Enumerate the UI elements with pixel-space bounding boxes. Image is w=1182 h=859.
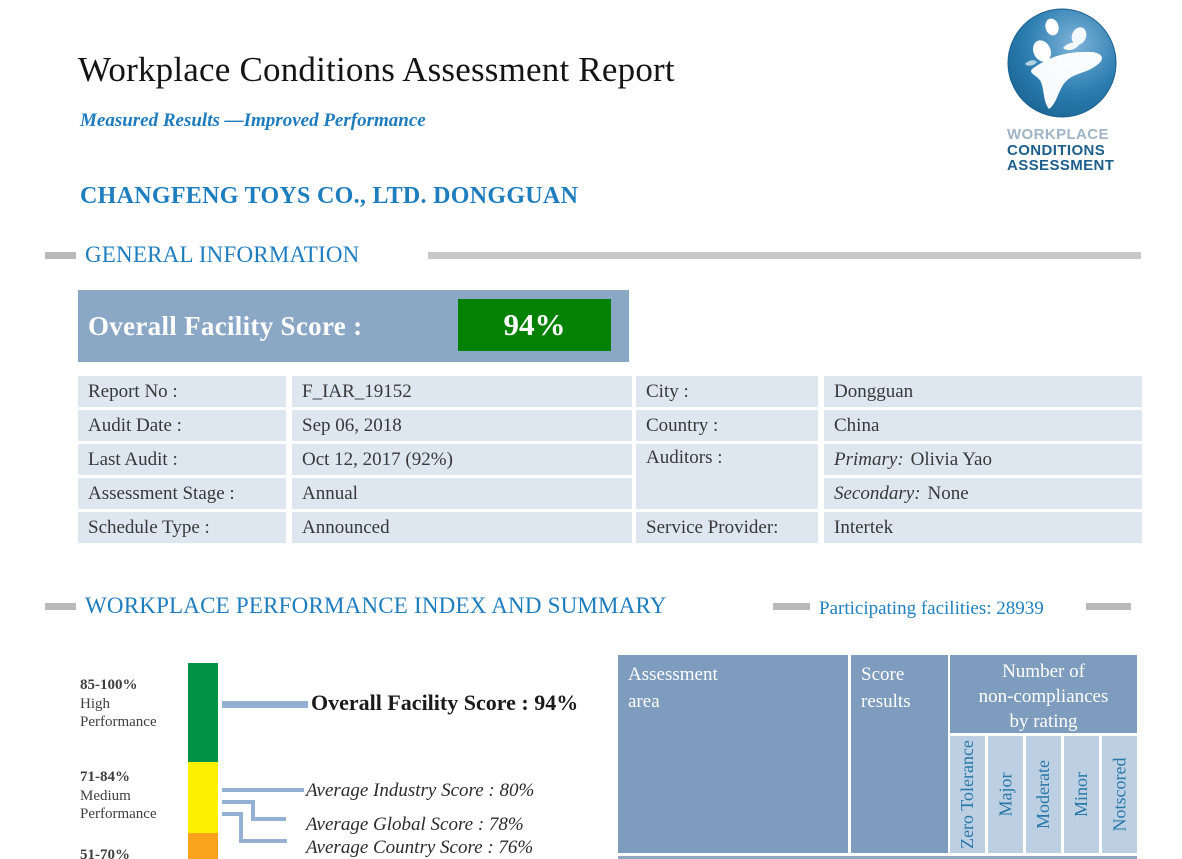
band-text: High [80,695,110,712]
average-global-score: Average Global Score : 78% [306,814,524,835]
info-label: Last Audit : [78,444,286,475]
performance-band-low [188,833,218,859]
band-text: Performance [80,714,157,730]
info-value: Sep 06, 2018 [292,410,632,441]
rating-label: Zero Tolerance [957,740,977,849]
performance-band-high [188,663,218,762]
info-value: Annual [292,478,632,509]
callout-line-global [222,800,255,804]
section-title-general-information: GENERAL INFORMATION [85,242,360,267]
rating-col-moderate: Moderate [1026,736,1061,853]
rating-label: Minor [1071,772,1091,817]
band-label-medium: 71-84% Medium Performance [80,768,186,824]
auditor-secondary-name: None [927,482,969,504]
band-range: 51-70% [80,847,130,859]
overall-facility-score-value: 94% [458,299,611,351]
info-label: Country : [636,410,818,441]
band-text: Medium [80,787,131,804]
logo-workplace-label: WORKPLACE [1007,126,1109,143]
rating-col-notscored: Notscored [1102,736,1137,853]
callout-line-overall [222,701,308,708]
info-label: Schedule Type : [78,512,286,543]
callout-line-country [239,812,243,843]
info-label: Report No : [78,376,286,407]
callout-line-global [251,800,255,821]
info-label: Audit Date : [78,410,286,441]
info-value: Dongguan [824,376,1142,407]
rating-col-minor: Minor [1064,736,1099,853]
info-table-left-values: F_IAR_19152 Sep 06, 2018 Oct 12, 2017 (9… [292,376,632,543]
info-value: Oct 12, 2017 (92%) [292,444,632,475]
report-title: Workplace Conditions Assessment Report [78,50,675,89]
average-country-score: Average Country Score : 76% [306,837,534,858]
band-label-low: 51-70% [80,846,186,859]
info-value: Secondary: None [824,478,1142,509]
callout-line-industry [222,788,304,792]
wca-logo-text: WORKPLACE CONDITIONS ASSESSMENT [1007,127,1133,174]
overall-facility-score-label: Overall Facility Score : [88,310,363,341]
report-subtitle: Measured Results —Improved Performance [80,110,426,131]
band-text: Performance [80,806,157,822]
info-table-right-values: Dongguan China Primary: Olivia Yao Secon… [824,376,1142,543]
wca-globe-icon [1007,8,1117,118]
info-table-left-labels: Report No : Audit Date : Last Audit : As… [78,376,286,543]
info-value: Primary: Olivia Yao [824,444,1142,475]
summary-col-noncompliances: Number of non-compliances by rating [950,655,1137,733]
info-value: Intertek [824,512,1142,543]
rating-label: Major [995,772,1015,817]
rating-col-zero-tolerance: Zero Tolerance [950,736,985,853]
summary-col-score-results: Score results [851,655,948,853]
summary-col-assessment-area: Assessment area [618,655,848,853]
info-value: F_IAR_19152 [292,376,632,407]
average-industry-score: Average Industry Score : 80% [306,780,535,801]
callout-line-country [239,839,287,843]
band-range: 85-100% [80,677,138,693]
info-label: Assessment Stage : [78,478,286,509]
info-label: City : [636,376,818,407]
rating-label: Moderate [1033,760,1053,829]
logo-assessment-label: ASSESSMENT [1007,157,1115,174]
rating-label: Notscored [1109,757,1130,832]
performance-band-medium [188,762,218,833]
info-label: Service Provider: [636,512,818,543]
info-value: Announced [292,512,632,543]
section-dash [45,603,76,610]
logo-conditions-label: CONDITIONS [1007,141,1106,159]
section-dash [45,252,76,259]
section-dash [1086,603,1131,610]
callout-line-global [251,817,286,821]
callout-line-country [222,812,243,816]
rating-col-major: Major [988,736,1023,853]
summary-first-row-edge [618,856,1137,859]
wca-logo: WORKPLACE CONDITIONS ASSESSMENT [1003,8,1133,174]
section-rule [428,252,1141,259]
auditor-primary-prefix: Primary: [834,448,904,470]
auditor-primary-name: Olivia Yao [910,448,992,470]
participating-facilities-label: Participating facilities: 28939 [819,598,1044,619]
section-dash [773,603,810,610]
company-name: CHANGFENG TOYS CO., LTD. DONGGUAN [80,183,579,209]
section-title-performance-index: WORKPLACE PERFORMANCE INDEX AND SUMMARY [85,593,667,618]
info-label: Auditors : [636,444,818,509]
band-range: 71-84% [80,769,130,785]
info-value: China [824,410,1142,441]
band-label-high: 85-100% High Performance [80,676,186,732]
auditor-secondary-prefix: Secondary: [834,482,921,504]
info-table-right-labels: City : Country : Auditors : Service Prov… [636,376,818,543]
overall-score-callout: Overall Facility Score : 94% [311,690,579,715]
